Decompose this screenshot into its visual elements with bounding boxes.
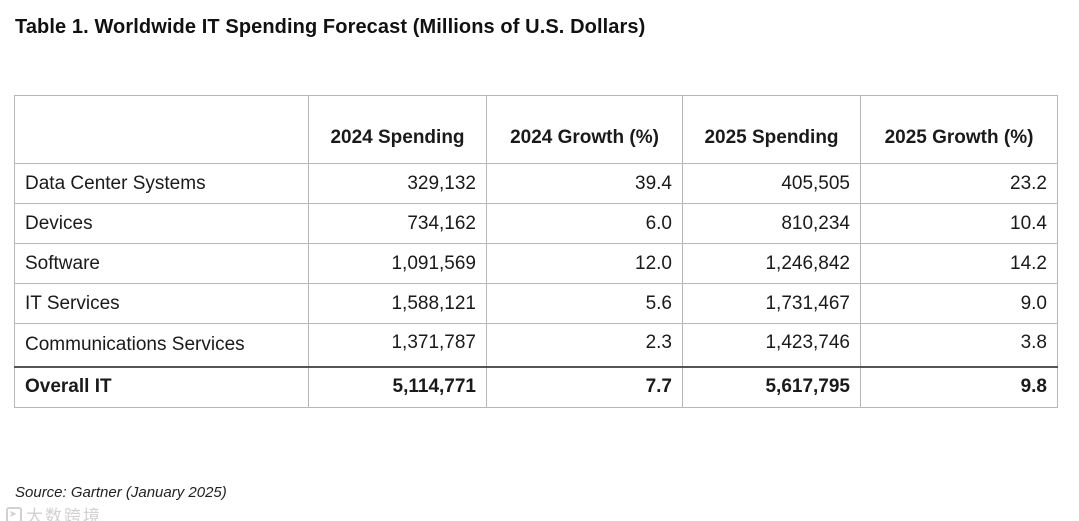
cell-category: Devices [14,203,309,244]
cell-category: Communications Services [14,323,309,368]
cell-2024-spending: 5,114,771 [308,366,487,408]
watermark-text: 大数跨境 [26,507,102,521]
cell-2024-growth: 12.0 [486,243,683,284]
header-2025-growth: 2025 Growth (%) [860,95,1058,164]
table-row: Communications Services 1,371,787 2.3 1,… [14,323,1058,368]
cell-2024-growth: 6.0 [486,203,683,244]
cell-2025-spending: 1,731,467 [682,283,861,324]
cell-2024-growth: 7.7 [486,366,683,408]
cell-2024-spending: 329,132 [308,163,487,204]
table-title: Table 1. Worldwide IT Spending Forecast … [15,16,646,38]
table-row: Devices 734,162 6.0 810,234 10.4 [14,203,1058,244]
table-row: Software 1,091,569 12.0 1,246,842 14.2 [14,243,1058,284]
cell-2025-growth: 23.2 [860,163,1058,204]
table-row: IT Services 1,588,121 5.6 1,731,467 9.0 [14,283,1058,324]
source-attribution: Source: Gartner (January 2025) [15,484,227,501]
cell-2024-spending: 1,588,121 [308,283,487,324]
cell-2025-spending: 810,234 [682,203,861,244]
header-2025-spending: 2025 Spending [682,95,861,164]
header-row: 2024 Spending 2024 Growth (%) 2025 Spend… [14,95,1058,164]
header-2024-growth: 2024 Growth (%) [486,95,683,164]
watermark: ➤ 大数跨境 [6,502,102,521]
cell-2025-growth: 3.8 [860,323,1058,368]
header-category [14,95,309,164]
watermark-logo-icon: ➤ [6,506,22,521]
cell-2024-spending: 1,371,787 [308,323,487,368]
cell-2025-growth: 14.2 [860,243,1058,284]
cell-2024-growth: 5.6 [486,283,683,324]
cell-2025-spending: 405,505 [682,163,861,204]
cell-2025-spending: 1,246,842 [682,243,861,284]
cell-2025-spending: 1,423,746 [682,323,861,368]
table-row: Data Center Systems 329,132 39.4 405,505… [14,163,1058,204]
cell-2025-growth: 10.4 [860,203,1058,244]
cell-2024-spending: 734,162 [308,203,487,244]
cell-2025-growth: 9.0 [860,283,1058,324]
cell-2024-spending: 1,091,569 [308,243,487,284]
table-row-total: Overall IT 5,114,771 7.7 5,617,795 9.8 [14,366,1058,408]
cell-2024-growth: 2.3 [486,323,683,368]
cell-2025-spending: 5,617,795 [682,366,861,408]
cell-2025-growth: 9.8 [860,366,1058,408]
cell-category: Software [14,243,309,284]
cell-category: IT Services [14,283,309,324]
cell-category: Data Center Systems [14,163,309,204]
cell-category: Overall IT [14,366,309,408]
header-2024-spending: 2024 Spending [308,95,487,164]
cell-2024-growth: 39.4 [486,163,683,204]
it-spending-forecast-table: 2024 Spending 2024 Growth (%) 2025 Spend… [14,95,1058,408]
